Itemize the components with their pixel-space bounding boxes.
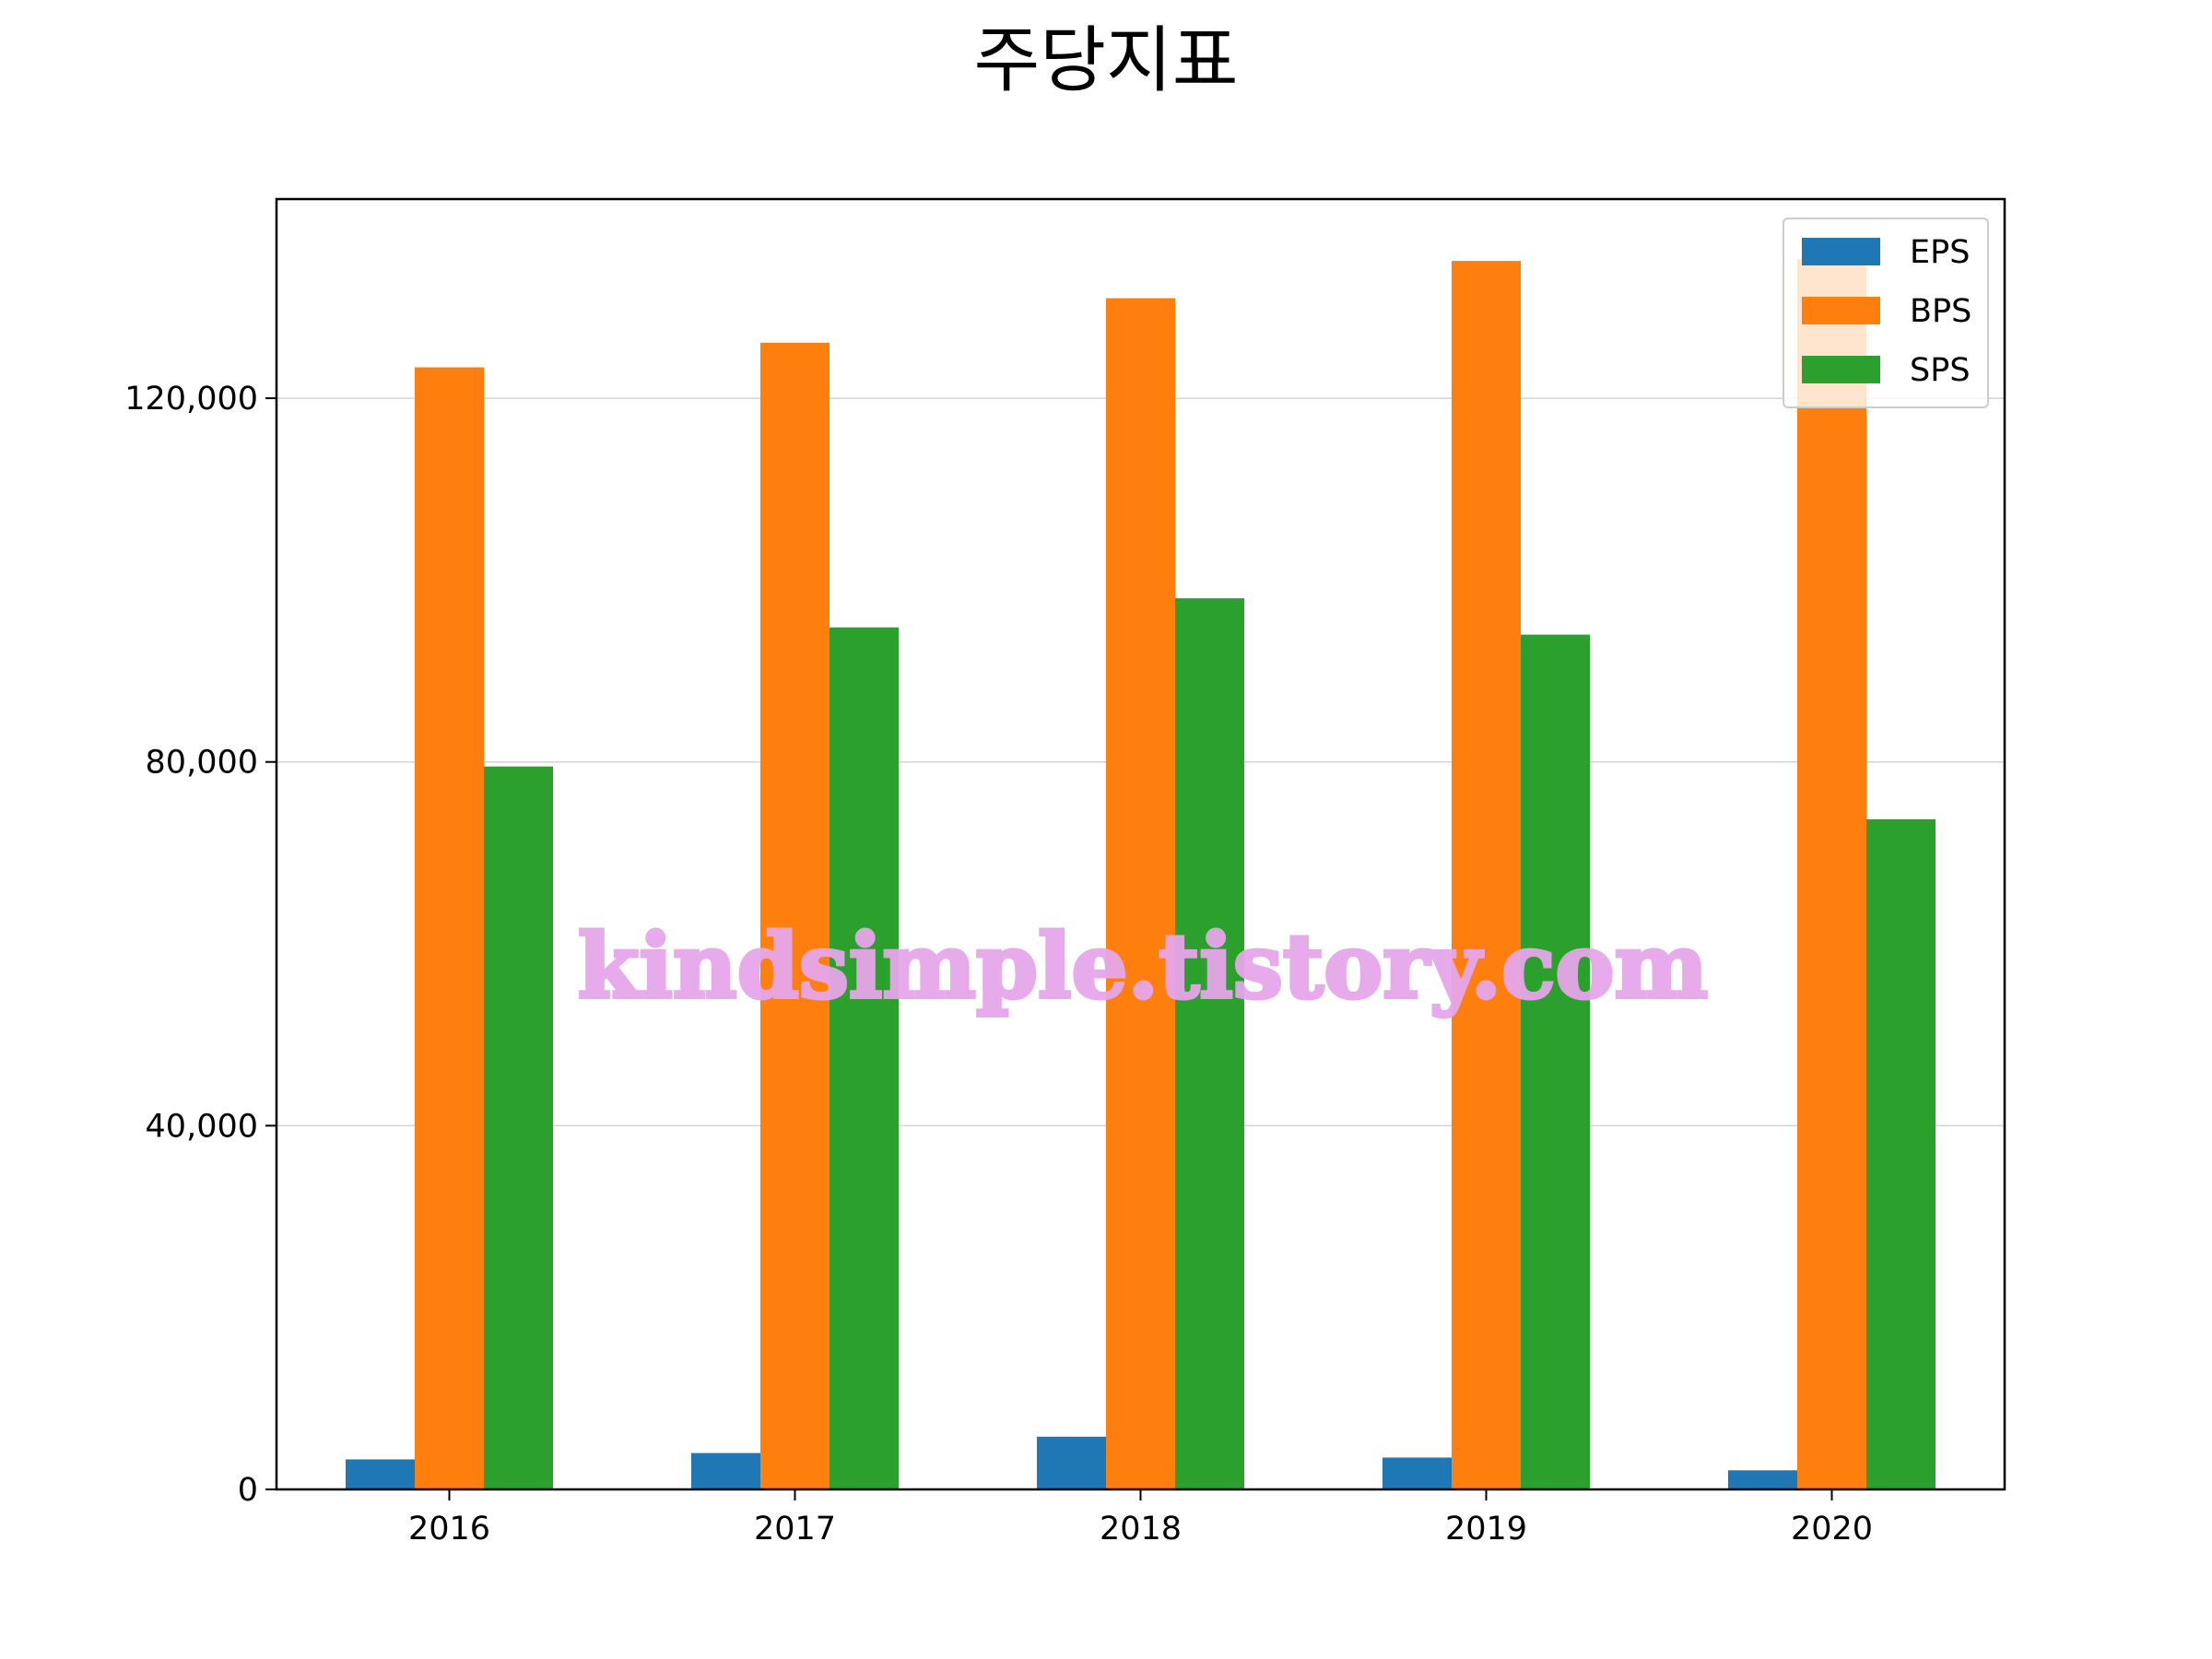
x-tick-label: 2017: [754, 1511, 836, 1547]
x-tick-label: 2018: [1100, 1511, 1182, 1547]
legend-swatch-sps: [1802, 356, 1880, 383]
y-tick-label: 80,000: [146, 745, 258, 782]
bar-eps-2018: [1037, 1436, 1106, 1489]
x-tick-label: 2019: [1445, 1511, 1527, 1547]
y-tick-label: 120,000: [124, 381, 258, 418]
bar-bps-2018: [1106, 298, 1175, 1489]
x-tick-label: 2020: [1791, 1511, 1873, 1547]
bar-eps-2016: [346, 1459, 415, 1489]
bar-sps-2017: [830, 627, 899, 1489]
x-axis: 2016 2017 2018 2019 2020: [408, 1489, 1873, 1547]
y-axis: 0 40,000 80,000 120,000: [124, 381, 276, 1509]
bar-eps-2020: [1728, 1470, 1797, 1489]
bar-sps-2016: [484, 766, 553, 1489]
bar-eps-2019: [1382, 1457, 1452, 1489]
bar-bps-2019: [1452, 261, 1521, 1490]
y-tick-label: 0: [238, 1472, 258, 1509]
bar-bps-2020: [1797, 259, 1866, 1490]
legend-swatch-bps: [1802, 297, 1880, 324]
watermark: kindsimple.tistory.com: [578, 914, 1708, 1018]
bar-bps-2017: [760, 342, 830, 1490]
bar-bps-2016: [415, 367, 484, 1489]
legend-label-sps: SPS: [1910, 352, 1971, 389]
legend: EPS BPS SPS: [1783, 218, 1989, 408]
x-tick-label: 2016: [408, 1511, 490, 1547]
legend-label-eps: EPS: [1910, 234, 1970, 271]
legend-swatch-eps: [1802, 238, 1880, 265]
bar-sps-2020: [1866, 818, 1936, 1489]
bars: [346, 259, 1936, 1490]
bar-sps-2019: [1521, 634, 1590, 1489]
bar-eps-2017: [691, 1453, 760, 1489]
legend-label-bps: BPS: [1910, 293, 1971, 330]
chart-title: 주당지표: [973, 19, 1238, 102]
bar-sps-2018: [1175, 598, 1244, 1489]
y-tick-label: 40,000: [146, 1108, 258, 1145]
